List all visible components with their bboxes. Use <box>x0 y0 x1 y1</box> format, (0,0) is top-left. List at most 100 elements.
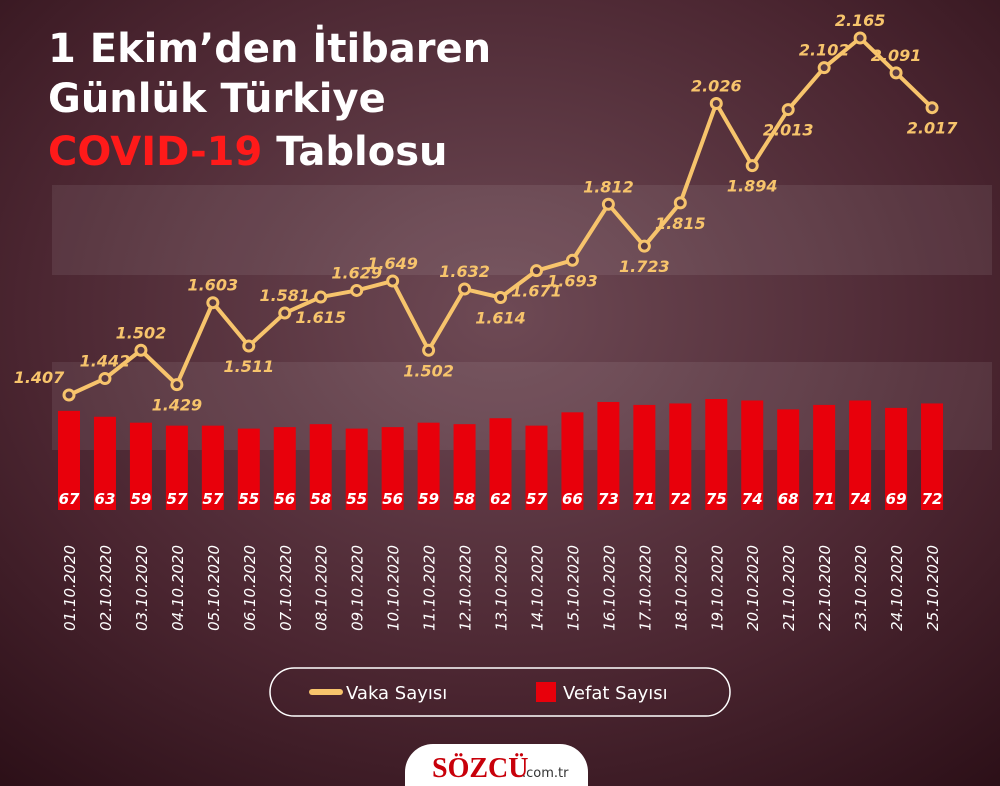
band <box>52 185 992 275</box>
point-label: 2.026 <box>691 76 742 95</box>
bar-label: 67 <box>59 490 80 508</box>
point <box>853 31 867 45</box>
point <box>422 343 436 357</box>
point-label: 1.812 <box>583 177 634 196</box>
point-label: 1.815 <box>655 214 706 233</box>
x-tick-label: 01.10.2020 <box>61 545 79 631</box>
point <box>745 159 759 173</box>
bar <box>561 412 584 510</box>
point-label: 1.429 <box>152 396 203 415</box>
point <box>781 103 795 117</box>
point-label: 1.894 <box>727 177 778 196</box>
bar <box>237 428 260 510</box>
bar-label: 57 <box>526 490 547 508</box>
bar-label: 63 <box>95 490 116 508</box>
point <box>242 339 256 353</box>
point-label: 1.693 <box>547 271 598 290</box>
bar-label: 56 <box>274 490 295 508</box>
bar <box>849 400 872 510</box>
point-label: 1.442 <box>80 352 131 371</box>
point <box>925 101 939 115</box>
point-label: 1.614 <box>475 309 526 328</box>
bar-label: 71 <box>814 490 835 508</box>
x-tick-label: 14.10.2020 <box>528 545 546 631</box>
legend-label: Vefat Sayısı <box>563 683 668 704</box>
x-tick-label: 10.10.2020 <box>385 545 403 631</box>
point <box>458 282 472 296</box>
bar-label: 58 <box>454 490 475 508</box>
bar <box>741 400 764 510</box>
bar-label: 68 <box>778 490 799 508</box>
bar <box>885 407 908 510</box>
x-tick-label: 18.10.2020 <box>672 545 690 631</box>
bar <box>309 424 332 510</box>
title-highlight: COVID-19 <box>48 129 262 175</box>
point-label: 1.407 <box>14 368 65 387</box>
point-label: 1.603 <box>188 276 239 295</box>
x-tick-label: 08.10.2020 <box>313 545 331 631</box>
logo-box <box>405 744 588 786</box>
point-label: 1.581 <box>259 286 310 305</box>
point-label: 1.511 <box>223 357 274 376</box>
bar-label: 57 <box>202 490 223 508</box>
point <box>206 296 220 310</box>
bar-label: 74 <box>850 490 871 508</box>
bar-label: 57 <box>166 490 187 508</box>
legend-swatch <box>536 682 556 702</box>
bar-label: 58 <box>310 490 331 508</box>
logo-domain: .com.tr <box>522 766 569 781</box>
bar <box>58 410 80 510</box>
point-label: 1.629 <box>331 263 382 282</box>
bar <box>489 418 512 510</box>
bar-label: 59 <box>130 490 151 508</box>
point <box>565 253 579 267</box>
bar-label: 69 <box>886 490 907 508</box>
bar-label: 55 <box>346 490 367 508</box>
bar <box>201 425 224 510</box>
point-label: 2.013 <box>763 121 814 140</box>
bar <box>669 403 692 510</box>
x-tick-label: 17.10.2020 <box>636 545 654 631</box>
x-tick-label: 15.10.2020 <box>564 545 582 631</box>
bar-label: 56 <box>382 490 403 508</box>
point <box>350 283 364 297</box>
bar <box>165 425 188 510</box>
bar <box>381 427 404 510</box>
bar <box>633 404 656 510</box>
x-tick-label: 11.10.2020 <box>421 545 439 631</box>
chart-title: Günlük Türkiye <box>48 76 386 122</box>
point-label: 1.632 <box>439 262 490 281</box>
bar-label: 72 <box>922 490 943 508</box>
x-tick-label: 02.10.2020 <box>97 545 115 631</box>
bar-label: 73 <box>598 490 619 508</box>
point-label: 2.165 <box>835 11 886 30</box>
point-label: 1.671 <box>511 282 562 301</box>
point-label: 1.502 <box>403 361 454 380</box>
x-tick-label: 22.10.2020 <box>816 545 834 631</box>
bar <box>813 404 836 510</box>
point <box>529 264 543 278</box>
bar-label: 62 <box>490 490 511 508</box>
x-tick-label: 16.10.2020 <box>600 545 618 631</box>
bar <box>417 422 440 510</box>
bar <box>129 422 152 510</box>
logo: SÖZCÜ <box>432 753 528 784</box>
bar <box>921 403 944 510</box>
chart-title: COVID-19 Tablosu <box>48 129 448 175</box>
x-tick-label: 25.10.2020 <box>924 545 942 631</box>
x-tick-label: 07.10.2020 <box>277 545 295 631</box>
x-tick-label: 12.10.2020 <box>457 545 475 631</box>
x-tick-label: 03.10.2020 <box>133 545 151 631</box>
bar-label: 66 <box>562 490 583 508</box>
point <box>134 343 148 357</box>
x-tick-label: 06.10.2020 <box>241 545 259 631</box>
point <box>314 290 328 304</box>
x-tick-label: 19.10.2020 <box>708 545 726 631</box>
x-tick-label: 13.10.2020 <box>493 545 511 631</box>
point <box>817 61 831 75</box>
point <box>494 291 508 305</box>
bar <box>453 424 476 510</box>
chart-title: 1 Ekim’den İtibaren <box>48 24 491 72</box>
